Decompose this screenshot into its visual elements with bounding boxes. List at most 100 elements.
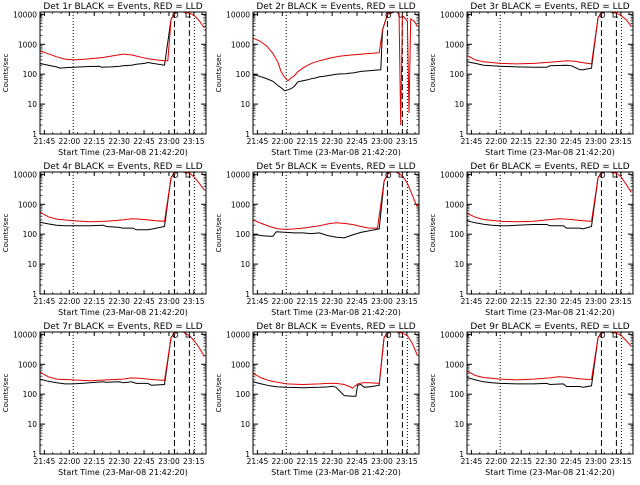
x-tick-label: 22:45 <box>560 297 582 306</box>
y-tick-label: 10 <box>454 260 464 269</box>
lld-series-line <box>253 332 418 389</box>
panel-title: Det 2r BLACK = Events, RED = LLD <box>256 2 415 12</box>
x-tick-label: 23:15 <box>396 297 418 306</box>
events-series-line <box>253 172 398 239</box>
x-tick-label: 22:00 <box>59 137 81 146</box>
x-tick-label: 22:45 <box>133 457 155 466</box>
x-axis-label: Start Time (23-Mar-08 21:42:20) <box>485 468 615 477</box>
y-axis-label: Counts/sec <box>215 214 223 253</box>
x-tick-label: 23:00 <box>585 457 607 466</box>
y-axis-label: Counts/sec <box>429 214 437 253</box>
x-tick-label: 23:15 <box>183 457 205 466</box>
x-tick-label: 22:00 <box>486 457 508 466</box>
saturation-corner-marker <box>398 173 405 178</box>
plot-frame <box>252 331 420 455</box>
x-tick-label: 22:45 <box>346 457 368 466</box>
x-axis-label: Start Time (23-Mar-08 21:42:20) <box>271 468 401 477</box>
y-tick-label: 10000 <box>226 330 250 339</box>
y-tick-label: 1 <box>245 290 250 299</box>
y-tick-label: 1000 <box>445 40 464 49</box>
saturation-corner-marker <box>398 13 405 18</box>
x-tick-label: 23:15 <box>610 457 632 466</box>
y-tick-label: 1000 <box>18 200 37 209</box>
events-series-line <box>40 332 185 386</box>
plot-frame <box>466 331 634 455</box>
x-axis-label: Start Time (23-Mar-08 21:42:20) <box>58 148 188 157</box>
x-axis-label: Start Time (23-Mar-08 21:42:20) <box>58 308 188 317</box>
saturation-corner-marker <box>185 333 192 338</box>
y-tick-label: 1 <box>32 130 37 139</box>
x-tick-label: 21:45 <box>247 297 269 306</box>
events-series-line <box>467 172 612 230</box>
y-tick-label: 10 <box>240 420 250 429</box>
y-tick-label: 10000 <box>13 330 37 339</box>
plot-frame <box>39 171 207 295</box>
y-tick-label: 10 <box>454 100 464 109</box>
x-tick-label: 21:45 <box>461 457 483 466</box>
y-tick-label: 10000 <box>440 330 464 339</box>
panel-title: Det 7r BLACK = Events, RED = LLD <box>43 322 202 332</box>
y-tick-label: 1 <box>459 130 464 139</box>
detector-panel: Det 8r BLACK = Events, RED = LLD Counts/s… <box>215 322 420 477</box>
panel-title: Det 3r BLACK = Events, RED = LLD <box>470 2 629 12</box>
lld-series-line <box>467 332 632 381</box>
y-tick-label: 100 <box>450 230 465 239</box>
saturation-corner-marker <box>612 13 619 18</box>
x-tick-label: 23:00 <box>371 457 393 466</box>
plot-frame <box>39 11 207 135</box>
x-tick-label: 21:45 <box>461 297 483 306</box>
events-series-line <box>40 12 185 69</box>
x-tick-label: 22:15 <box>296 137 318 146</box>
saturation-circle-marker <box>385 12 392 18</box>
x-tick-label: 22:15 <box>83 137 105 146</box>
x-tick-label: 23:15 <box>610 137 632 146</box>
detector-panel: Det 5r BLACK = Events, RED = LLD Counts/s… <box>215 162 420 317</box>
x-tick-label: 22:30 <box>535 137 557 146</box>
x-tick-label: 23:15 <box>396 457 418 466</box>
panel-title: Det 4r BLACK = Events, RED = LLD <box>43 162 202 172</box>
plot-frame <box>39 331 207 455</box>
x-tick-label: 23:15 <box>183 297 205 306</box>
x-tick-label: 22:45 <box>133 137 155 146</box>
y-axis-label: Counts/sec <box>2 374 10 413</box>
x-tick-label: 23:15 <box>396 137 418 146</box>
x-tick-label: 22:00 <box>486 137 508 146</box>
y-axis-label: Counts/sec <box>2 54 10 93</box>
y-axis-label: Counts/sec <box>429 374 437 413</box>
x-tick-label: 22:15 <box>296 297 318 306</box>
y-tick-label: 1 <box>459 450 464 459</box>
x-axis-label: Start Time (23-Mar-08 21:42:20) <box>485 308 615 317</box>
x-tick-label: 22:45 <box>346 137 368 146</box>
panel-title: Det 8r BLACK = Events, RED = LLD <box>256 322 415 332</box>
y-tick-label: 1000 <box>445 360 464 369</box>
x-tick-label: 22:00 <box>59 457 81 466</box>
x-tick-label: 22:30 <box>108 137 130 146</box>
x-tick-label: 22:00 <box>272 297 294 306</box>
y-tick-label: 1000 <box>231 200 250 209</box>
saturation-corner-marker <box>185 173 192 178</box>
panel-title: Det 5r BLACK = Events, RED = LLD <box>256 162 415 172</box>
events-series-line <box>467 12 612 71</box>
y-tick-label: 1000 <box>231 40 250 49</box>
y-tick-label: 1000 <box>18 360 37 369</box>
y-axis-label: Counts/sec <box>429 54 437 93</box>
x-tick-label: 23:00 <box>158 137 180 146</box>
lld-series-line <box>467 172 632 223</box>
y-tick-label: 1000 <box>18 40 37 49</box>
lld-series-line <box>467 12 632 65</box>
events-series-line <box>253 12 398 92</box>
y-tick-label: 100 <box>236 230 251 239</box>
y-tick-label: 10 <box>27 260 37 269</box>
y-tick-label: 1 <box>245 130 250 139</box>
x-axis-label: Start Time (23-Mar-08 21:42:20) <box>271 148 401 157</box>
x-tick-label: 21:45 <box>34 137 56 146</box>
x-tick-label: 22:45 <box>560 137 582 146</box>
x-tick-label: 23:15 <box>183 137 205 146</box>
x-tick-label: 23:15 <box>610 297 632 306</box>
panel-title: Det 9r BLACK = Events, RED = LLD <box>470 322 629 332</box>
lld-series-line <box>40 12 205 62</box>
y-axis-label: Counts/sec <box>2 214 10 253</box>
x-tick-label: 22:30 <box>535 297 557 306</box>
events-series-line <box>40 172 185 231</box>
x-axis-label: Start Time (23-Mar-08 21:42:20) <box>485 148 615 157</box>
